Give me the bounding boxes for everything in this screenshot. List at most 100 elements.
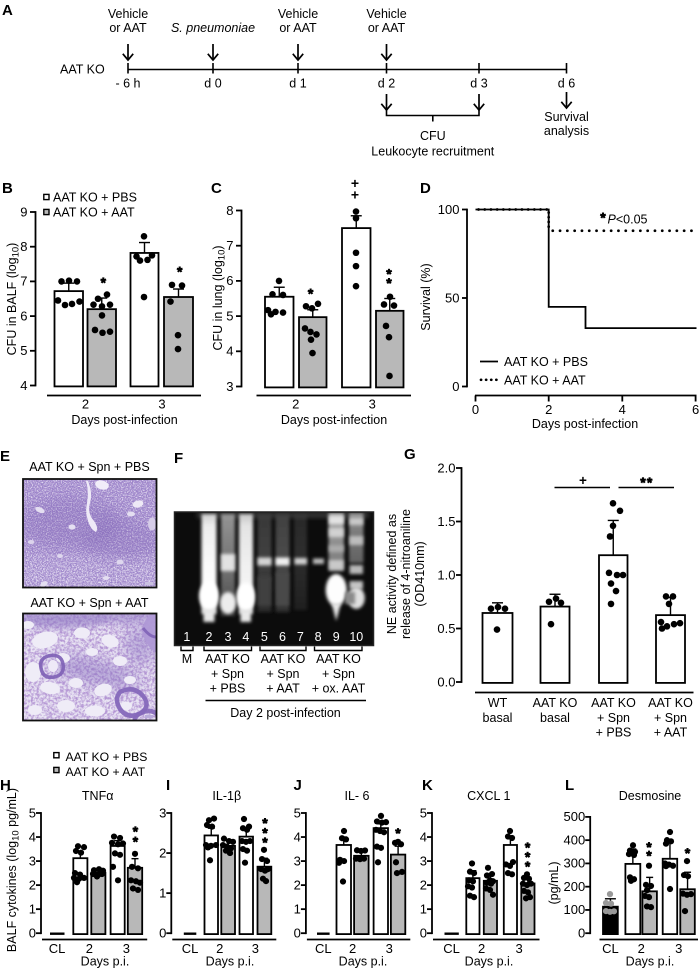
svg-text:AAT KO + Spn + PBS: AAT KO + Spn + PBS (29, 460, 149, 474)
svg-text:B: B (2, 180, 13, 197)
svg-text:Survival (%): Survival (%) (419, 263, 433, 330)
svg-text:Days post-infection: Days post-infection (71, 413, 177, 427)
svg-text:A: A (2, 2, 13, 19)
svg-text:500: 500 (563, 809, 585, 824)
svg-text:G: G (404, 446, 416, 463)
svg-text:or AAT: or AAT (368, 21, 406, 35)
svg-text:3: 3 (420, 853, 427, 868)
svg-text:3: 3 (123, 941, 130, 956)
svg-text:4: 4 (226, 344, 233, 359)
svg-text:4: 4 (20, 378, 27, 393)
svg-text:CL: CL (182, 941, 199, 956)
svg-text:IL-1β: IL-1β (212, 789, 241, 803)
svg-text:8: 8 (315, 630, 322, 644)
svg-text:Vehicle: Vehicle (108, 7, 148, 21)
svg-text:4: 4 (242, 630, 249, 644)
svg-text:+: + (351, 175, 359, 191)
svg-text:6: 6 (20, 308, 27, 323)
svg-text:Days p.i.: Days p.i. (465, 955, 514, 969)
svg-text:D: D (420, 180, 431, 197)
svg-text:AAT KO + PBS: AAT KO + PBS (66, 750, 148, 764)
svg-text:AAT KO: AAT KO (261, 652, 306, 666)
svg-text:5: 5 (226, 308, 233, 323)
svg-text:+ Spn: + Spn (322, 667, 355, 681)
svg-text:or AAT: or AAT (279, 21, 317, 35)
svg-text:9: 9 (20, 204, 27, 219)
svg-text:2: 2 (82, 397, 89, 412)
svg-text:300: 300 (563, 856, 585, 871)
svg-text:NE activity defined as: NE activity defined as (385, 514, 399, 634)
svg-text:+ Spn: + Spn (211, 667, 244, 681)
svg-text:+ AAT: + AAT (266, 682, 300, 696)
svg-text:K: K (422, 777, 433, 794)
svg-text:+ ox. AAT: + ox. AAT (312, 682, 366, 696)
svg-text:AAT KO: AAT KO (648, 696, 693, 710)
svg-text:AAT KO: AAT KO (60, 63, 105, 77)
svg-text:Leukocyte recruitment: Leukocyte recruitment (371, 145, 495, 159)
svg-text:CFU in BALF (log10): CFU in BALF (log10) (5, 243, 22, 356)
svg-text:M: M (182, 652, 192, 666)
svg-text:d 2: d 2 (378, 77, 395, 91)
svg-text:1: 1 (159, 885, 166, 900)
svg-text:or AAT: or AAT (109, 21, 147, 35)
svg-text:+: + (351, 187, 359, 203)
svg-text:5: 5 (29, 805, 36, 820)
svg-text:AAT KO + PBS: AAT KO + PBS (504, 355, 588, 369)
svg-text:TNFα: TNFα (82, 789, 114, 803)
svg-text:100: 100 (563, 902, 585, 917)
svg-text:0.5: 0.5 (437, 621, 455, 636)
svg-text:P<0.05: P<0.05 (608, 213, 648, 227)
svg-text:Days p.i.: Days p.i. (206, 955, 255, 969)
svg-text:1.0: 1.0 (437, 567, 455, 582)
svg-text:3: 3 (226, 379, 233, 394)
svg-text:4: 4 (619, 402, 626, 417)
svg-text:2: 2 (349, 941, 356, 956)
svg-text:0: 0 (472, 402, 479, 417)
svg-text:release of 4-nitroaniline: release of 4-nitroaniline (399, 509, 413, 639)
svg-text:7: 7 (226, 238, 233, 253)
svg-text:2: 2 (294, 877, 301, 892)
svg-text:+ Spn: + Spn (597, 711, 630, 725)
svg-text:3: 3 (158, 397, 165, 412)
svg-text:Days p.i.: Days p.i. (339, 955, 388, 969)
svg-text:AAT KO + AAT: AAT KO + AAT (504, 373, 586, 387)
svg-text:2: 2 (216, 941, 223, 956)
svg-text:IL- 6: IL- 6 (344, 789, 369, 803)
svg-text:3: 3 (515, 941, 522, 956)
svg-text:3: 3 (29, 853, 36, 868)
svg-text:5: 5 (20, 343, 27, 358)
svg-text:1: 1 (294, 901, 301, 916)
svg-text:0.0: 0.0 (437, 674, 455, 689)
svg-text:2: 2 (206, 630, 213, 644)
svg-text:0: 0 (159, 926, 166, 941)
svg-text:AAT KO + AAT: AAT KO + AAT (53, 206, 135, 220)
svg-text:C: C (211, 180, 222, 197)
svg-text:3: 3 (369, 397, 376, 412)
svg-text:J: J (294, 777, 302, 794)
svg-text:6: 6 (692, 402, 699, 417)
svg-text:S. pneumoniae: S. pneumoniae (171, 21, 255, 35)
svg-text:Desmosine: Desmosine (619, 789, 682, 803)
svg-text:2.0: 2.0 (437, 460, 455, 475)
svg-text:4: 4 (294, 829, 301, 844)
svg-text:E: E (0, 448, 10, 465)
svg-text:CL: CL (443, 941, 460, 956)
svg-text:2: 2 (86, 941, 93, 956)
svg-text:CXCL 1: CXCL 1 (467, 789, 510, 803)
svg-text:3: 3 (159, 805, 166, 820)
svg-text:8: 8 (20, 239, 27, 254)
svg-text:0: 0 (452, 379, 459, 394)
svg-text:3: 3 (225, 630, 232, 644)
svg-text:F: F (174, 450, 183, 467)
svg-text:Day 2 post-infection: Day 2 post-infection (230, 706, 341, 720)
svg-text:d 0: d 0 (204, 77, 221, 91)
svg-text:2: 2 (638, 941, 645, 956)
svg-text:5: 5 (420, 805, 427, 820)
svg-text:2: 2 (420, 877, 427, 892)
svg-text:analysis: analysis (544, 124, 589, 138)
svg-text:5: 5 (294, 805, 301, 820)
svg-text:4: 4 (29, 829, 36, 844)
svg-text:+: + (579, 473, 587, 488)
svg-text:2: 2 (545, 402, 552, 417)
svg-text:AAT KO: AAT KO (316, 652, 361, 666)
